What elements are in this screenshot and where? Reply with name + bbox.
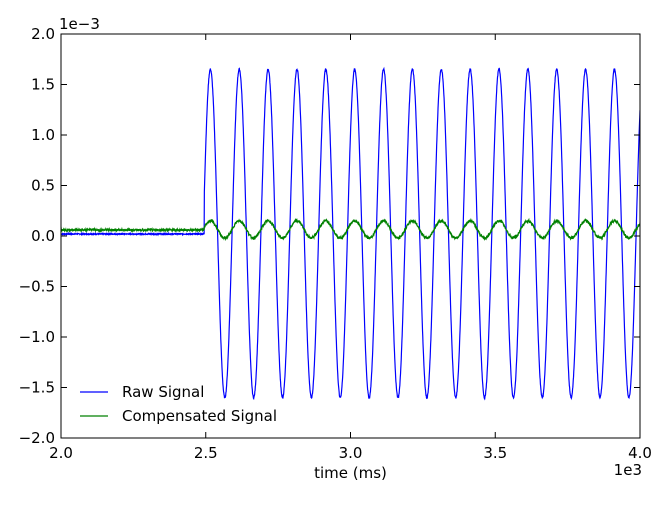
y-tick-label: 0.0 (31, 227, 55, 245)
x-tick-label: 2.5 (194, 444, 218, 462)
axes: 2.0 2.5 3.0 3.5 4.0 2.0 1.5 1.0 0.5 0.0 −0.5 −1.0 −1… (19, 15, 652, 482)
series-line-raw-signal (61, 66, 640, 401)
y-tick-label: −1.0 (19, 328, 55, 346)
x-tick-label: 2.0 (49, 444, 73, 462)
x-tick-label: 3.0 (339, 444, 363, 462)
series-line-compensated-signal (61, 217, 640, 242)
x-offset-label: 1e3 (614, 461, 642, 479)
y-tick-label: −1.5 (19, 379, 55, 397)
legend: Raw Signal Compensated Signal (80, 383, 277, 425)
y-tick-label: 1.5 (31, 76, 55, 94)
legend-label-compensated-signal: Compensated Signal (122, 407, 277, 425)
plot-area (61, 66, 640, 401)
y-tick-label: −2.0 (19, 429, 55, 447)
y-tick-label: −0.5 (19, 278, 55, 296)
x-tick-label: 4.0 (628, 444, 652, 462)
x-tick-label: 3.5 (483, 444, 507, 462)
plot-frame (60, 33, 641, 439)
legend-label-raw-signal: Raw Signal (122, 383, 204, 401)
y-offset-label: 1e−3 (59, 15, 100, 33)
y-tick-label: 1.0 (31, 126, 55, 144)
x-axis-label: time (ms) (314, 464, 387, 482)
y-tick-label: 0.5 (31, 177, 55, 195)
y-tick-label: 2.0 (31, 25, 55, 43)
